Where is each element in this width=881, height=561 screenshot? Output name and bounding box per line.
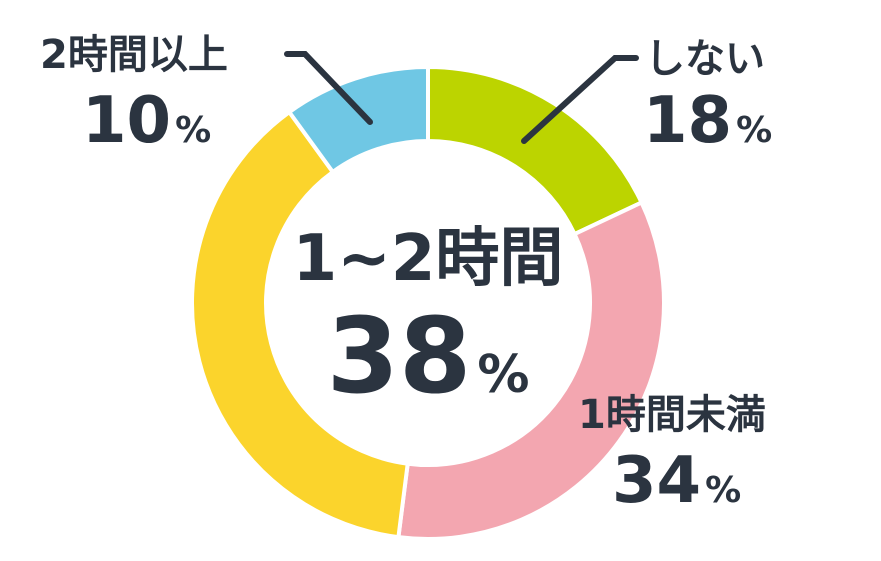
- slice-value-under-1h: 34%: [612, 444, 741, 518]
- leader-line-shinai: [521, 55, 639, 144]
- leader-line-2h-over: [284, 51, 373, 125]
- donut-slices: [190, 64, 666, 541]
- slice-value-shinai: 18%: [643, 84, 772, 158]
- center-value-unit: %: [477, 345, 529, 405]
- center-value-number: 38: [327, 295, 472, 417]
- slice-under-1h: [396, 199, 666, 541]
- slice-label-2h-over: 2時間以上: [40, 32, 228, 78]
- slice-1-2h: [190, 109, 410, 540]
- center-label-value: 38%: [327, 295, 530, 417]
- center-label-category: 1~2時間: [293, 222, 564, 296]
- slice-2h-over: [286, 64, 430, 175]
- slice-label-shinai: しない: [645, 36, 765, 82]
- slice-value-2h-over: 10%: [82, 84, 211, 158]
- slice-shinai: [426, 64, 645, 237]
- slice-label-under-1h: 1時間未満: [578, 392, 766, 438]
